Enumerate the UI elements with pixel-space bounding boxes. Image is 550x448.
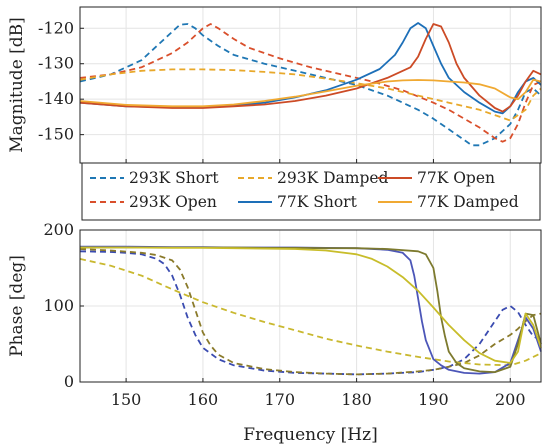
legend-label: 293K Short bbox=[129, 169, 219, 187]
series-line-293k-open bbox=[79, 248, 542, 376]
y-tick-label: -150 bbox=[38, 125, 74, 144]
legend-label: 77K Damped bbox=[417, 193, 519, 211]
legend-label: 77K Short bbox=[277, 193, 358, 211]
y-tick-label: 200 bbox=[43, 220, 74, 239]
series-line-293k-open bbox=[79, 23, 542, 143]
y-tick-label: 0 bbox=[64, 372, 74, 391]
series-line-293k-damped bbox=[79, 68, 542, 122]
series-line-77k-short bbox=[80, 245, 542, 375]
x-tick-label: 170 bbox=[264, 390, 295, 409]
legend-label: 293K Damped bbox=[277, 169, 389, 187]
phase-plot: 150 160 170 180 190 200 0 100 200 Phase [deg] Freq… bbox=[7, 220, 542, 445]
legend-label: 293K Open bbox=[129, 193, 217, 211]
x-tick-label: 190 bbox=[418, 390, 449, 409]
magnitude-plot: -120 -130 -140 -150 Magnitude [dB] bbox=[7, 6, 542, 164]
legend-box bbox=[81, 162, 541, 221]
x-tick-label: 180 bbox=[341, 390, 372, 409]
y-tick-label: -140 bbox=[38, 89, 74, 108]
x-axis-label: Frequency [Hz] bbox=[243, 425, 377, 445]
y-axis-label: Magnitude [dB] bbox=[7, 17, 27, 153]
x-tick-label: 150 bbox=[111, 390, 142, 409]
y-axis-label: Phase [deg] bbox=[7, 255, 27, 357]
y-tick-label: -130 bbox=[38, 54, 74, 73]
axes-frame bbox=[79, 6, 542, 164]
series-line-77k-open bbox=[79, 23, 542, 113]
series-line-77k-open bbox=[80, 246, 542, 374]
y-tick-label: -120 bbox=[38, 18, 74, 37]
legend: 293K Short 293K Damped 77K Open 293K Open 77… bbox=[81, 162, 541, 221]
x-tick-label: 200 bbox=[495, 390, 526, 409]
y-tick-label: 100 bbox=[43, 296, 74, 315]
series-line-77k-damped bbox=[80, 246, 542, 364]
series-line-77k-damped bbox=[79, 78, 542, 108]
legend-label: 77K Open bbox=[417, 169, 495, 187]
series-line-293k-short bbox=[79, 250, 542, 376]
x-tick-label: 160 bbox=[188, 390, 219, 409]
series-line-293k-damped bbox=[79, 258, 542, 367]
series-line-293k-short bbox=[79, 23, 542, 147]
